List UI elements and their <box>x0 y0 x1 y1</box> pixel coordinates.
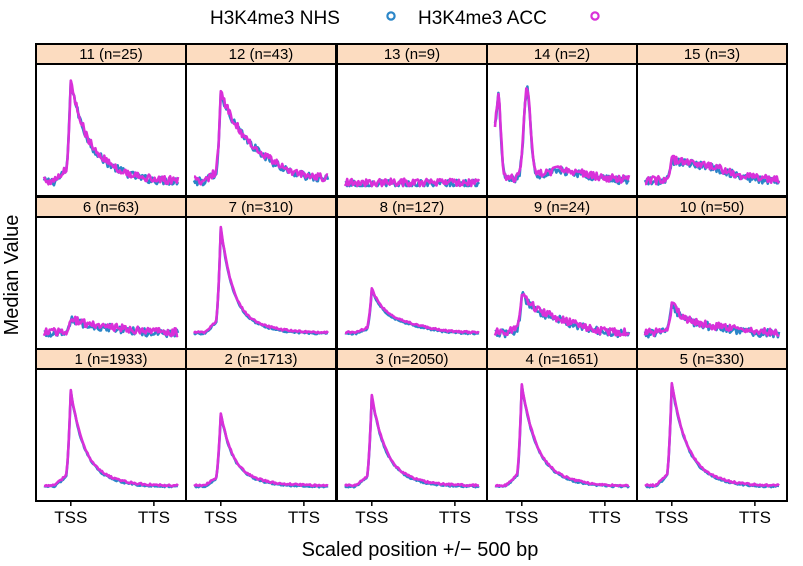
x-tick-label: TSS <box>655 508 688 527</box>
y-axis-title: Median Value <box>1 215 23 336</box>
series-line <box>493 87 631 184</box>
facet-label: 4 (n=1651) <box>526 351 599 368</box>
x-tick-label: TSS <box>54 508 87 527</box>
facet-label: 14 (n=2) <box>534 46 590 63</box>
facet-label: 15 (n=3) <box>684 46 740 63</box>
series-line <box>193 412 329 488</box>
facet-label: 5 (n=330) <box>680 351 745 368</box>
series-line <box>193 225 329 335</box>
facet-label: 13 (n=9) <box>384 46 440 63</box>
facet-panel: 2 (n=1713) <box>185 348 337 502</box>
facet-plot-area <box>336 63 488 197</box>
x-tick-label: TTS <box>439 508 471 527</box>
series-line <box>42 315 179 338</box>
series-line <box>193 89 329 186</box>
facet-panel: 6 (n=63) <box>35 196 187 350</box>
facet-label: 11 (n=25) <box>79 46 143 63</box>
facet-panel: 5 (n=330) <box>636 348 788 502</box>
facet-label: 9 (n=24) <box>534 199 590 216</box>
series-line <box>493 292 630 337</box>
facet-panel: 13 (n=9) <box>336 43 488 197</box>
facet-label: 12 (n=43) <box>229 46 294 63</box>
x-tick-label: TTS <box>739 508 771 527</box>
facet-label: 1 (n=1933) <box>75 351 148 368</box>
x-tick-label: TSS <box>204 508 237 527</box>
series-line <box>344 287 480 335</box>
facet-panel: 1 (n=1933) <box>35 348 187 502</box>
facet-label: 6 (n=63) <box>83 199 139 216</box>
series-line <box>494 383 630 488</box>
series-line <box>644 381 780 488</box>
facet-panel: 7 (n=310) <box>185 196 337 350</box>
series-line <box>43 388 179 488</box>
facet-panel: 12 (n=43) <box>185 43 337 197</box>
legend-label: H3K4me3 NHS <box>210 8 340 29</box>
legend-marker <box>386 11 396 21</box>
legend-marker <box>590 11 600 21</box>
facet-label: 8 (n=127) <box>380 199 445 216</box>
x-tick-label: TTS <box>288 508 320 527</box>
legend-entry: H3K4me3 NHS <box>210 8 396 29</box>
facet-plot-area <box>636 63 788 197</box>
facet-panel: 8 (n=127) <box>336 196 488 350</box>
series-line <box>644 154 781 186</box>
series-line <box>42 79 180 186</box>
facet-panel: 3 (n=2050) <box>336 348 488 502</box>
legend-label: H3K4me3 ACC <box>418 8 547 29</box>
x-axis-title: Scaled position +/− 500 bp <box>302 539 539 561</box>
facet-panel: 10 (n=50) <box>636 196 788 350</box>
facet-panel: 15 (n=3) <box>636 43 788 197</box>
series-line <box>343 177 481 188</box>
x-tick-labels: TSS TTS TSS TTS TSS TTS TSS TTS TSS TTS <box>54 501 771 527</box>
legend: H3K4me3 NHS H3K4me3 ACC <box>210 8 600 29</box>
facet-panel: 9 (n=24) <box>486 196 638 350</box>
series-line <box>344 393 480 488</box>
facet-plot-area <box>336 216 488 350</box>
facet-panel: 11 (n=25) <box>35 43 187 197</box>
facet-panel: 4 (n=1651) <box>486 348 638 502</box>
facet-panel: 14 (n=2) <box>486 43 638 197</box>
x-tick-label: TTS <box>589 508 621 527</box>
legend-entry: H3K4me3 ACC <box>418 8 600 29</box>
x-tick-label: TSS <box>355 508 388 527</box>
series-line <box>643 301 780 337</box>
x-tick-label: TTS <box>138 508 170 527</box>
panel-grid: 11 (n=25) 12 (n=43) 13 (n=9) 14 (n=2) 15 (n=… <box>35 43 788 502</box>
x-tick-label: TSS <box>505 508 538 527</box>
facet-plot-area <box>486 216 638 350</box>
facet-label: 3 (n=2050) <box>376 351 449 368</box>
facet-label: 2 (n=1713) <box>225 351 298 368</box>
facet-label: 7 (n=310) <box>229 199 294 216</box>
facet-label: 10 (n=50) <box>680 199 745 216</box>
